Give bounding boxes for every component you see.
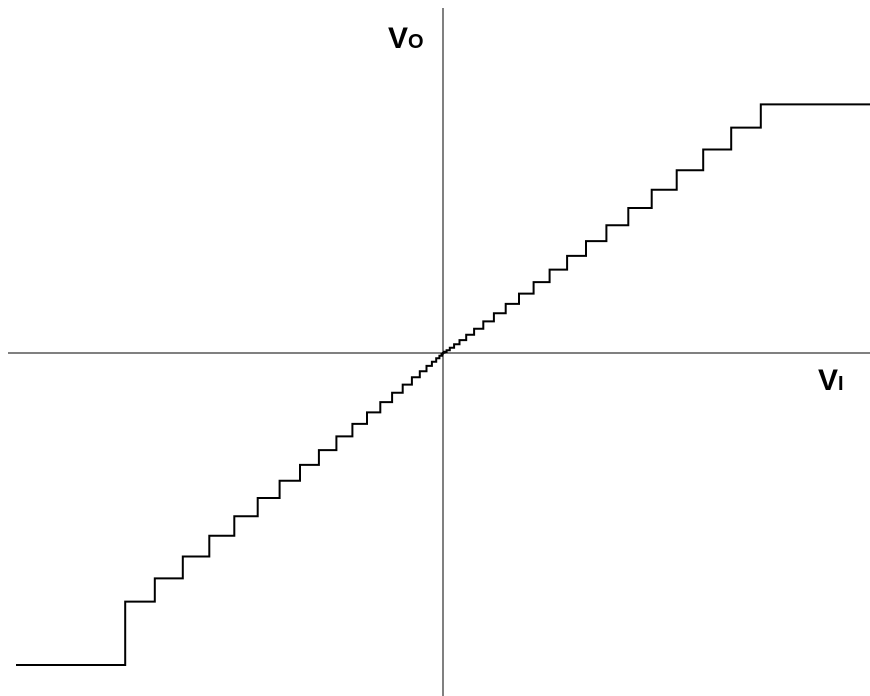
- x-axis-label-subscript: I: [838, 373, 844, 395]
- x-axis-label-main: V: [818, 364, 839, 397]
- y-axis-label-main: V: [388, 22, 409, 55]
- y-axis-label: VO: [388, 24, 424, 54]
- x-axis-label: VI: [818, 366, 844, 396]
- staircase-curve: [16, 103, 870, 666]
- y-axis-label-subscript: O: [408, 31, 424, 53]
